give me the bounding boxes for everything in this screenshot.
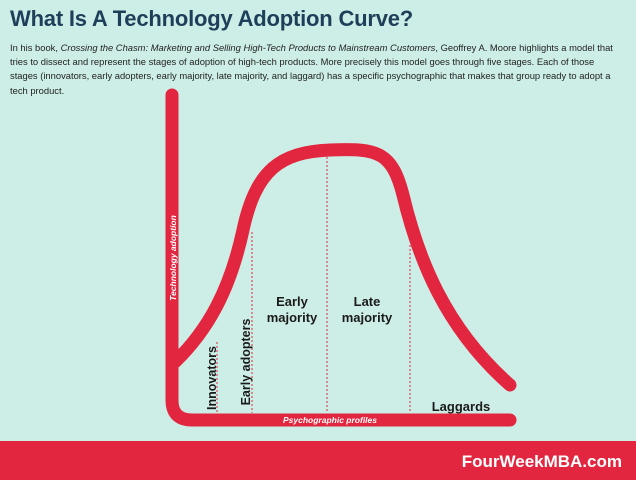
intro-paragraph: In his book, Crossing the Chasm: Marketi… [10,41,622,98]
stage-label-laggards: Laggards [432,399,491,414]
stage-label-late-majority-line2: majority [342,310,393,325]
intro-text-start: In his book, [10,42,61,53]
stage-label-early-majority-line1: Early [276,294,309,309]
x-axis-label: Psychographic profiles [283,415,377,425]
brand-label: FourWeekMBA.com [461,452,622,471]
adoption-curve [168,143,517,392]
intro-text-end: , Geoffrey A. Moore highlights a model t… [10,42,613,96]
book-title: Crossing the Chasm: Marketing and Sellin… [60,42,436,53]
page-title: What Is A Technology Adoption Curve? [10,6,414,31]
footer-bar: FourWeekMBA.com [0,441,636,480]
adoption-curve-diagram: Technology adoption Psychographic profil… [165,88,517,427]
y-axis-label: Technology adoption [168,215,178,301]
stage-label-late-majority-line1: Late [354,294,381,309]
axes [165,88,517,427]
stage-label-early-majority-line2: majority [267,310,318,325]
stage-label-early-adopters: Early adopters [239,319,253,406]
stage-label-innovators: Innovators [205,346,219,410]
